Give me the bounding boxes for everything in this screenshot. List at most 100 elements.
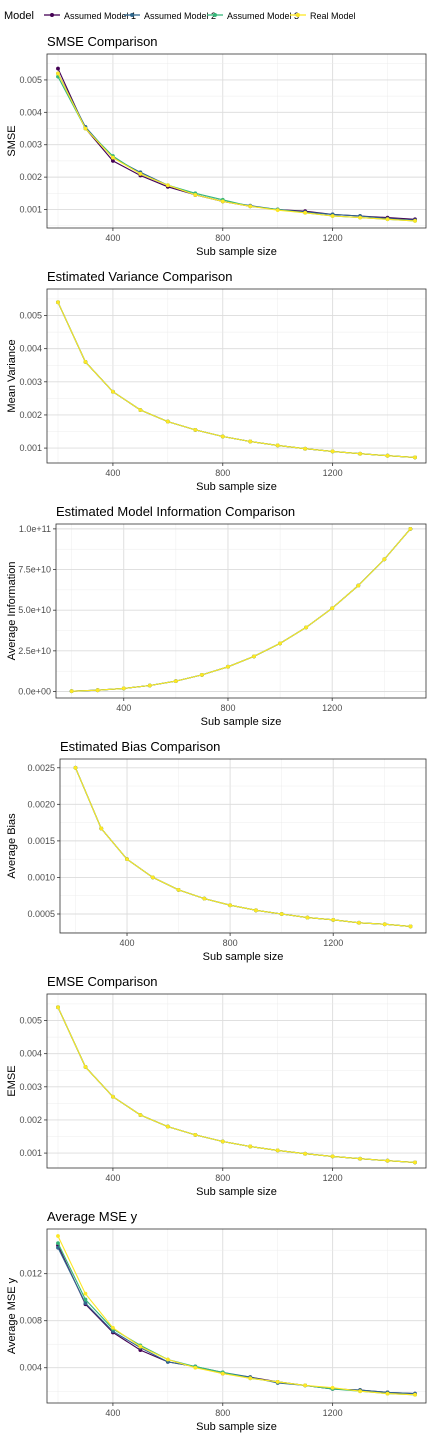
y-tick-label: 0.0025 (27, 763, 55, 773)
legend-item-assumed-model-3: Assumed Model 3 (207, 11, 299, 21)
series-line (57, 68, 416, 220)
legend-title: Model (4, 10, 34, 22)
y-tick-label: 0.005 (19, 311, 42, 321)
legend-key-point (50, 13, 54, 17)
data-point (165, 1357, 170, 1362)
legend-item-assumed-model-1: Assumed Model 1 (44, 11, 136, 21)
chart-title: Estimated Variance Comparison (47, 269, 232, 284)
data-point (73, 765, 78, 770)
series-real-model (69, 526, 413, 694)
x-tick-label: 1200 (322, 703, 342, 713)
series-assumed-model-3 (56, 1005, 417, 1165)
x-tick-label: 800 (215, 468, 230, 478)
y-tick-label: 0.002 (19, 1115, 42, 1125)
series-assumed-model-3 (73, 765, 413, 929)
data-point (248, 1376, 253, 1381)
data-point (83, 1065, 88, 1069)
data-point (56, 300, 60, 305)
data-point (193, 193, 198, 197)
series-line (57, 1007, 416, 1163)
x-tick-label: 1200 (323, 1173, 343, 1183)
data-point (193, 1132, 198, 1137)
data-point (56, 1241, 60, 1246)
y-tick-label: 0.0010 (27, 872, 55, 882)
data-point (358, 1156, 362, 1161)
legend-label: Real Model (310, 11, 356, 21)
y-tick-label: 2.5e+10 (18, 646, 51, 656)
series-line (57, 1242, 416, 1396)
data-point (111, 1094, 115, 1099)
x-tick-label: 1200 (323, 1408, 343, 1418)
plot-border (46, 1228, 427, 1404)
x-tick-label: 400 (119, 938, 134, 948)
y-tick-label: 0.003 (19, 140, 42, 150)
series-line (57, 1007, 416, 1163)
series-line (74, 767, 411, 927)
data-point (202, 896, 207, 901)
x-axis-label: Sub sample size (201, 716, 282, 728)
data-point (111, 159, 115, 163)
series-assumed-model-3 (56, 1241, 417, 1397)
x-tick-label: 800 (215, 1408, 230, 1418)
chart-title: SMSE Comparison (47, 34, 158, 49)
x-axis-label: Sub sample size (196, 1186, 277, 1198)
y-axis-label: Average Bias (6, 813, 18, 879)
data-point (330, 214, 335, 218)
series-real-model (56, 1005, 417, 1165)
chart-panel-estimated-model-information-comparison: Estimated Model Information Comparison 40… (0, 502, 432, 735)
data-point (408, 526, 413, 531)
chart-svg: SMSE Comparison 400 800 1200 0.001 0.002 0.003… (6, 34, 427, 258)
series-line (57, 1235, 416, 1396)
data-point (95, 688, 100, 693)
data-point (138, 408, 143, 412)
x-tick-label: 1200 (323, 938, 343, 948)
data-point (125, 857, 129, 862)
plot-border (46, 288, 427, 464)
data-point (357, 920, 361, 925)
series-line (74, 767, 411, 927)
data-point (382, 922, 387, 927)
chart-title: EMSE Comparison (47, 974, 158, 989)
data-point (253, 908, 258, 913)
data-point (303, 210, 308, 215)
y-tick-label: 0.002 (19, 172, 42, 182)
x-tick-label: 800 (215, 1173, 230, 1183)
series-line (57, 302, 416, 458)
chart-svg: Average MSE y 400 800 1200 0.004 0.008 0.012 Su… (6, 1209, 427, 1433)
gridlines (47, 54, 426, 228)
data-point (413, 1160, 417, 1165)
data-point (220, 1371, 225, 1376)
data-point (220, 434, 225, 439)
data-point (138, 171, 143, 176)
x-tick-label: 400 (105, 1408, 120, 1418)
series-assumed-model-1 (56, 66, 417, 222)
series-assumed-model-1 (56, 1243, 417, 1396)
chart-svg: Estimated Model Information Comparison 40… (6, 504, 427, 728)
y-tick-label: 0.0015 (27, 836, 55, 846)
data-point (226, 664, 230, 669)
data-point (385, 1158, 390, 1163)
data-point (252, 654, 256, 659)
y-axis-label: EMSE (6, 1065, 18, 1096)
series-real-model (56, 300, 417, 460)
data-point (83, 126, 88, 131)
data-point (358, 215, 362, 220)
data-point (382, 557, 387, 562)
y-axis-label: Average MSE y (6, 1277, 18, 1354)
legend-item-real-model: Real Model (290, 11, 356, 21)
x-tick-label: 800 (220, 703, 235, 713)
chart-svg: Estimated Variance Comparison 400 800 1200 0… (6, 269, 427, 493)
plot-border (46, 53, 427, 229)
data-point (83, 360, 88, 364)
x-axis-label: Sub sample size (203, 951, 284, 963)
x-tick-label: 1200 (323, 233, 343, 243)
legend-label: Assumed Model 2 (144, 11, 216, 21)
data-point (413, 455, 417, 460)
y-tick-label: 0.004 (19, 344, 42, 354)
series-assumed-model-2 (56, 71, 417, 223)
x-tick-label: 400 (116, 703, 131, 713)
series-real-model (56, 1234, 417, 1397)
chart-title: Estimated Model Information Comparison (56, 504, 295, 519)
legend-label: Assumed Model 1 (64, 11, 136, 21)
data-point (138, 1113, 143, 1117)
